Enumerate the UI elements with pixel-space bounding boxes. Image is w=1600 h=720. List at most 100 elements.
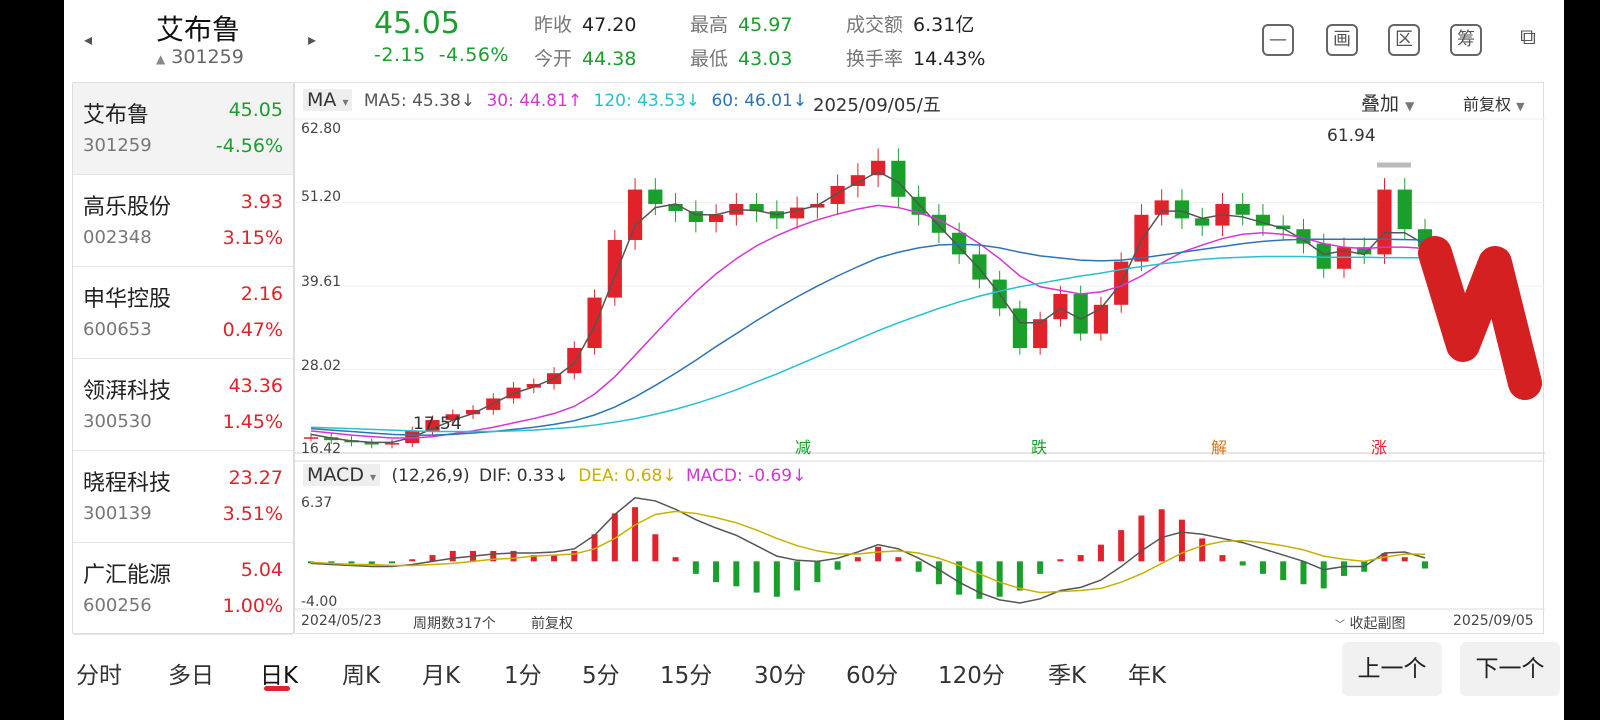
tab-7[interactable]: 15分: [660, 663, 713, 689]
overlay-dropdown[interactable]: 叠加 ▼: [1361, 89, 1414, 116]
tab-3[interactable]: 周K: [342, 663, 381, 689]
ma30-line: [310, 204, 1426, 439]
candle-body: [871, 160, 886, 176]
macd-histogram-bar: [1320, 561, 1327, 589]
macd-histogram-bar: [1077, 555, 1084, 562]
low-price-label: 17.54: [413, 414, 462, 434]
kline-chart[interactable]: 61.94 17.54 减 跌 解 涨 MA ▾ MA5: 45.38↓ 30: 44.8…: [294, 82, 1545, 635]
handdrawn-annotation: [1418, 236, 1542, 400]
adjust-label: 前复权: [1463, 95, 1512, 114]
watchlist-item[interactable]: 高乐股份 002348 3.93 3.15%: [73, 175, 293, 267]
minimize-icon[interactable]: —: [1262, 24, 1294, 56]
adjust-caret-icon: ▼: [1516, 100, 1525, 113]
event-marker: 跌: [1031, 438, 1047, 457]
watchlist-item[interactable]: 艾布鲁 301259 45.05 -4.56%: [73, 83, 293, 175]
prev-close: 昨收 47.20: [534, 10, 636, 37]
prev-stock-arrow-icon[interactable]: ◂: [84, 30, 93, 49]
tab-10[interactable]: 120分: [938, 663, 1005, 689]
watchlist-item-percent: 1.45%: [222, 411, 283, 433]
ma120-line: [310, 255, 1426, 433]
dea-line: [310, 510, 1426, 594]
draw-tool-button[interactable]: 画: [1326, 24, 1358, 56]
watchlist-item-code: 301259: [83, 135, 152, 156]
macd-histogram-bar: [389, 561, 396, 564]
collapse-subchart-button[interactable]: ﹀ 收起副图: [1335, 613, 1405, 633]
candle-body: [1093, 304, 1109, 334]
tab-2[interactable]: 日K: [260, 663, 299, 689]
ma5-line: [310, 170, 1426, 444]
dea-value: DEA: 0.68↓: [578, 466, 677, 486]
candle-body: [1134, 214, 1149, 262]
watchlist-item-code: 600256: [83, 595, 152, 616]
macd-histogram-bar: [308, 561, 314, 564]
tab-9[interactable]: 60分: [846, 663, 899, 689]
tab-11[interactable]: 季K: [1048, 663, 1087, 689]
high-value: 45.97: [738, 14, 793, 36]
candle-body: [364, 442, 379, 445]
ma120-value: 120: 43.53↓: [593, 91, 701, 111]
macd-histogram-bar: [692, 561, 699, 574]
candle-body: [709, 214, 724, 222]
macd-indicator-bar: MACD ▾ (12,26,9) DIF: 0.33↓ DEA: 0.68↓ M…: [303, 464, 806, 486]
watchlist-item-price: 5.04: [240, 559, 283, 581]
macd-tick-label: 6.37: [301, 495, 333, 511]
macd-histogram-bar: [854, 557, 861, 562]
macd-histogram-bar: [1037, 561, 1044, 574]
macd-histogram-bar: [733, 561, 740, 587]
start-date: 2024/05/23: [301, 613, 382, 629]
rotate-screen-icon[interactable]: ⧉: [1520, 25, 1536, 50]
macd-histogram-bar: [1016, 561, 1023, 591]
stock-code-text: 301259: [171, 46, 244, 68]
tab-6[interactable]: 5分: [582, 663, 620, 689]
candle-body: [1033, 319, 1048, 349]
y-tick-label: 16.42: [301, 441, 342, 457]
screen-edge: [1564, 0, 1600, 720]
candle-body: [1154, 200, 1169, 215]
ma-selector[interactable]: MA ▾: [303, 89, 353, 111]
macd-selector[interactable]: MACD ▾: [303, 464, 381, 486]
watchlist-item-percent: 1.00%: [222, 595, 283, 617]
macd-histogram-bar: [429, 555, 436, 562]
event-marker: 涨: [1371, 438, 1387, 457]
ma60-line: [310, 238, 1426, 436]
tab-12[interactable]: 年K: [1128, 663, 1167, 689]
macd-histogram-bar: [611, 513, 618, 562]
candle-body: [688, 211, 703, 222]
candle-body: [1377, 189, 1392, 255]
watchlist-item[interactable]: 申华控股 600653 2.16 0.47%: [73, 267, 293, 359]
cursor-date: 2025/09/05/五: [813, 95, 941, 116]
turnover: 成交额 6.31亿: [846, 10, 974, 37]
range-tool-button[interactable]: 区: [1388, 24, 1420, 56]
macd-histogram-bar: [1118, 530, 1125, 562]
candle-body: [587, 297, 602, 349]
macd-histogram-bar: [814, 561, 821, 583]
candle-body: [384, 443, 400, 445]
chart-canvas[interactable]: 61.94 17.54 减 跌 解 涨: [295, 83, 1545, 635]
watchlist-item-name: 领湃科技: [83, 379, 172, 404]
watchlist-item-name: 晓程科技: [83, 471, 172, 496]
tab-4[interactable]: 月K: [422, 663, 461, 689]
watchlist-item-percent: -4.56%: [215, 135, 283, 157]
active-tab-underline: [264, 686, 290, 691]
adjust-dropdown[interactable]: 前复权 ▼: [1463, 91, 1525, 115]
macd-caret-icon: ▾: [370, 470, 377, 484]
macd-histogram-bar: [1239, 561, 1246, 566]
tab-1[interactable]: 多日: [168, 663, 214, 689]
next-stock-arrow-icon[interactable]: ▸: [308, 30, 317, 49]
macd-params: (12,26,9): [391, 466, 470, 486]
watchlist-item[interactable]: 广汇能源 600256 5.04 1.00%: [73, 543, 293, 635]
stock-screen: ◂ 艾布鲁 ▲ 301259 ▸ 45.05 -2.15 -4.56% 昨收 47…: [64, 0, 1564, 720]
turnover-value: 6.31亿: [913, 14, 975, 36]
watchlist-item[interactable]: 晓程科技 300139 23.27 3.51%: [73, 451, 293, 543]
turnover-rate-value: 14.43%: [913, 48, 986, 70]
watchlist-item[interactable]: 领湃科技 300530 43.36 1.45%: [73, 359, 293, 451]
next-stock-button[interactable]: 下一个: [1460, 642, 1560, 696]
watchlist-item-price: 2.16: [240, 283, 283, 305]
macd-histogram-bar: [915, 561, 922, 572]
tab-0[interactable]: 分时: [76, 663, 122, 689]
tab-5[interactable]: 1分: [504, 663, 542, 689]
tab-8[interactable]: 30分: [754, 663, 807, 689]
chips-tool-button[interactable]: 筹: [1450, 24, 1482, 56]
macd-histogram-bar: [895, 557, 902, 562]
prev-stock-button[interactable]: 上一个: [1342, 642, 1442, 696]
